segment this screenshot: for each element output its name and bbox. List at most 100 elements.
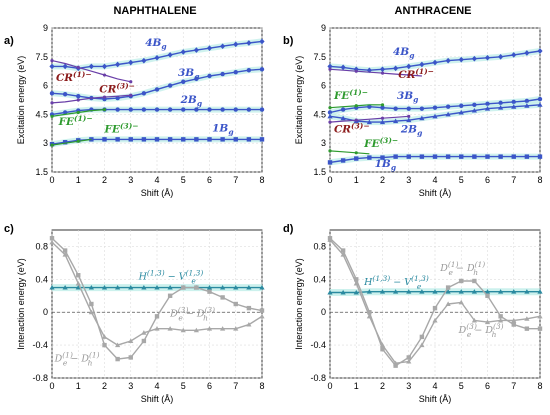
data-point [354, 118, 358, 122]
series-line [329, 150, 370, 155]
data-point [445, 104, 451, 109]
data-point [246, 284, 252, 290]
x-tick-label: 8 [537, 381, 542, 391]
data-point [471, 107, 477, 113]
data-point [115, 61, 121, 68]
data-point [88, 63, 94, 70]
data-point [459, 103, 464, 108]
data-point [393, 363, 398, 368]
series-line [329, 68, 422, 77]
x-axis-label: Shift (Å) [419, 394, 452, 404]
data-point [327, 289, 333, 295]
data-point [327, 237, 333, 242]
data-point [353, 280, 359, 286]
y-tick-label: 9 [43, 23, 48, 33]
data-point [115, 107, 120, 112]
x-tick-label: 0 [49, 381, 54, 391]
data-point [524, 50, 530, 56]
data-point [537, 102, 543, 107]
data-point [50, 59, 54, 63]
data-point [102, 342, 107, 348]
x-tick-label: 2 [380, 175, 385, 185]
data-point [524, 316, 530, 321]
data-point [154, 137, 160, 142]
data-point [511, 52, 517, 58]
x-tick-label: 4 [154, 175, 159, 185]
data-point [498, 314, 503, 319]
y-tick-label: -0.8 [32, 373, 48, 383]
data-point [484, 106, 491, 111]
x-tick-label: 6 [485, 381, 490, 391]
data-point [498, 105, 504, 110]
data-point [101, 63, 108, 70]
data-point [49, 63, 55, 70]
data-point [498, 54, 504, 60]
x-tick-label: 8 [259, 175, 264, 185]
data-point [154, 284, 160, 290]
series-1 [49, 236, 265, 362]
series-2 [49, 239, 265, 348]
data-point [458, 299, 464, 305]
y-tick-label: 6 [321, 81, 326, 91]
y-tick-label: 0.4 [35, 274, 48, 284]
data-point [406, 289, 412, 294]
data-point [259, 284, 265, 290]
x-tick-label: 5 [459, 175, 464, 185]
data-point [128, 284, 134, 290]
data-point [432, 305, 438, 311]
data-point [128, 338, 134, 343]
data-point [220, 295, 225, 300]
data-point [459, 154, 464, 159]
x-tick-label: 8 [259, 381, 264, 391]
data-point [141, 338, 147, 344]
x-tick-label: 1 [76, 175, 81, 185]
y-tick-label: 3 [321, 138, 326, 148]
data-point [419, 61, 425, 68]
data-point [129, 93, 133, 97]
data-point [62, 284, 68, 290]
annotation-label: 1Bg [212, 123, 233, 137]
panel-label-b: b) [283, 35, 294, 47]
chart-a: 0 1 2 3 4 5 6 7 8 1.5 3 4.5 6 7.5 9 Shift (Å) Excitation… [16, 23, 265, 198]
data-point [445, 154, 451, 159]
data-point [511, 322, 516, 327]
data-point [194, 107, 199, 112]
data-point [406, 117, 412, 123]
x-tick-label: 4 [154, 381, 159, 391]
data-point [88, 309, 94, 315]
data-point [128, 137, 133, 142]
data-point [458, 289, 464, 294]
series-line [329, 115, 409, 123]
x-tick-label: 3 [406, 381, 411, 391]
data-point [128, 107, 133, 112]
data-point [50, 114, 54, 118]
data-point [472, 154, 477, 159]
data-point [406, 63, 412, 70]
x-tick-label: 6 [207, 381, 212, 391]
data-point [366, 313, 372, 319]
data-point [445, 285, 451, 290]
data-point [419, 106, 425, 111]
panel-label-a: a) [4, 35, 14, 47]
title-anthracene: ANTHRACENE [395, 5, 472, 17]
data-point [62, 140, 68, 145]
y-tick-label: 7.5 [35, 52, 48, 62]
data-point [380, 103, 385, 107]
x-tick-label: 5 [181, 175, 186, 185]
series-1 [327, 96, 543, 116]
title-naphthalene: NAPHTHALENE [113, 5, 196, 17]
y-tick-label: 0 [321, 307, 326, 317]
data-point [340, 64, 346, 71]
y-tick-label: -0.4 [310, 340, 326, 350]
x-tick-label: 3 [128, 381, 133, 391]
x-tick-label: 3 [128, 175, 133, 185]
data-point [537, 313, 543, 319]
data-point [193, 327, 199, 333]
data-point [89, 301, 94, 307]
y-tick-label: -0.4 [32, 340, 48, 350]
data-point [537, 154, 543, 159]
annotation-label: 3Bg [178, 67, 199, 81]
data-point [141, 284, 147, 290]
data-point [181, 79, 186, 84]
series-4 [50, 59, 133, 84]
